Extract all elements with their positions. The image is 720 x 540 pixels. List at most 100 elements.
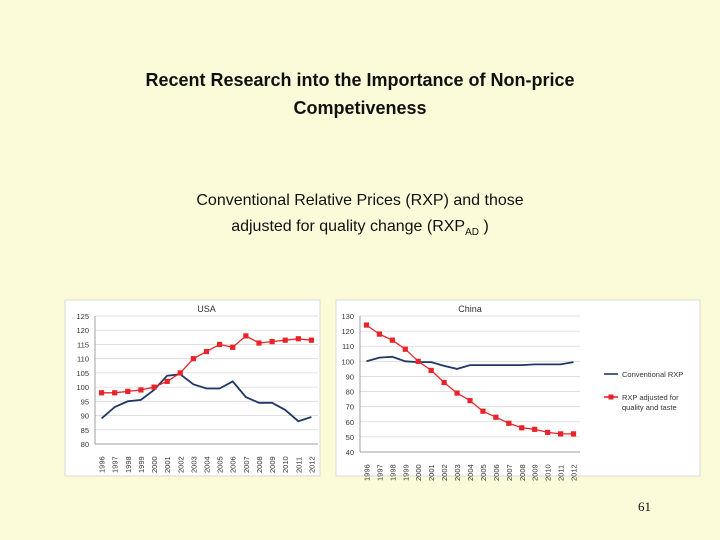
x-tick-label: 2011 [557, 465, 566, 481]
data-point [545, 429, 551, 435]
data-point [308, 337, 315, 343]
x-tick-label: 2002 [440, 464, 449, 481]
data-point [415, 358, 421, 364]
x-tick-label: 2003 [453, 464, 462, 481]
x-tick-label: 1997 [111, 456, 120, 473]
data-point [376, 331, 383, 337]
x-tick-label: 2006 [229, 456, 238, 473]
slide-title: Recent Research into the Importance of N… [60, 66, 660, 122]
x-tick-label: 1999 [137, 456, 146, 473]
y-tick-label: 50 [346, 433, 354, 442]
y-tick-label: 40 [346, 448, 354, 457]
data-point [570, 431, 577, 437]
y-tick-label: 120 [76, 326, 89, 335]
data-point [402, 346, 408, 352]
x-tick-label: 1996 [98, 456, 107, 473]
slide-title-line1: Recent Research into the Importance of N… [145, 70, 575, 90]
data-point [467, 398, 473, 404]
data-point [295, 336, 301, 342]
x-tick-label: 2006 [492, 464, 501, 481]
series-line-conventional [366, 355, 574, 370]
x-tick-label: 1998 [388, 464, 397, 481]
legend-label: quality and taste [622, 403, 677, 412]
slide-subtitle-line1: Conventional Relative Prices (RXP) and t… [196, 192, 524, 209]
x-tick-label: 2012 [307, 456, 316, 473]
subtitle-suffix: ) [479, 218, 489, 235]
subtitle-prefix: adjusted for quality change (RXP [231, 218, 466, 235]
legend-marker [608, 394, 614, 400]
x-tick-label: 2000 [414, 464, 423, 481]
x-tick-label: 2002 [176, 456, 185, 473]
y-tick-label: 110 [342, 342, 354, 351]
x-tick-label: 1997 [375, 464, 384, 481]
x-tick-label: 2003 [189, 456, 198, 473]
data-point [519, 425, 525, 431]
data-point [363, 322, 370, 328]
data-point [243, 333, 249, 339]
y-tick-label: 85 [81, 426, 89, 435]
legend-label: Conventional RXP [622, 370, 683, 379]
x-tick-label: 2004 [466, 464, 475, 481]
chart-frame [335, 299, 701, 477]
y-tick-label: 100 [76, 383, 89, 392]
x-tick-label: 2001 [427, 464, 436, 481]
series-line-conventional [101, 373, 312, 423]
data-point [190, 356, 196, 362]
data-point [230, 344, 236, 350]
x-tick-label: 2010 [281, 456, 290, 473]
x-tick-label: 2005 [216, 456, 225, 473]
chart-frame [64, 299, 321, 477]
data-point [217, 341, 223, 348]
x-tick-label: 2005 [479, 464, 488, 481]
chart-title: China [458, 304, 482, 314]
x-tick-label: 2004 [203, 456, 212, 473]
y-tick-label: 60 [346, 418, 354, 427]
x-tick-label: 1998 [124, 456, 133, 473]
chart-title: USA [197, 304, 216, 314]
y-tick-label: 125 [76, 312, 89, 321]
x-tick-label: 2000 [150, 456, 159, 473]
data-point [532, 426, 538, 432]
y-tick-label: 100 [341, 357, 354, 366]
y-tick-label: 90 [81, 412, 89, 421]
slide-subtitle-line2: adjusted for quality change (RXPAD ) [60, 214, 660, 246]
x-tick-label: 1999 [401, 464, 410, 481]
data-point [480, 408, 486, 414]
x-tick-label: 2011 [294, 457, 303, 473]
x-tick-label: 2009 [531, 464, 540, 481]
data-point [256, 340, 262, 346]
data-point [138, 387, 144, 393]
x-tick-label: 2008 [518, 464, 527, 481]
y-tick-label: 80 [346, 388, 354, 397]
x-tick-label: 1996 [362, 464, 371, 481]
y-tick-label: 130 [341, 312, 354, 321]
x-tick-label: 2008 [255, 456, 264, 473]
x-tick-label: 2001 [163, 456, 172, 473]
y-tick-label: 120 [341, 327, 354, 336]
data-point [112, 390, 118, 396]
chart-usa: 80 85 90 95 100 105 110 115 120 125 1996 1997 1998 19… [64, 299, 321, 477]
data-point [164, 378, 170, 385]
data-point [454, 390, 460, 396]
data-point [177, 370, 183, 376]
slide-subtitle: Conventional Relative Prices (RXP) and t… [60, 188, 660, 246]
data-point [441, 379, 447, 386]
y-tick-label: 95 [81, 397, 89, 406]
x-tick-label: 2012 [570, 464, 579, 481]
data-point [428, 367, 434, 373]
legend: Conventional RXP RXP adjusted forquality … [604, 370, 683, 412]
data-point [151, 384, 157, 390]
y-tick-label: 90 [346, 372, 354, 381]
x-tick-label: 2010 [544, 464, 553, 481]
data-point [125, 388, 131, 394]
data-point [282, 337, 288, 343]
data-point [269, 339, 275, 345]
data-point [203, 348, 210, 355]
x-tick-label: 2007 [242, 456, 251, 473]
y-tick-label: 115 [77, 340, 89, 349]
chart-china: 40 50 60 70 80 90 100 110 120 130 1996 1997 1998 1999… [335, 299, 701, 481]
y-tick-label: 105 [76, 369, 89, 378]
y-tick-label: 70 [346, 403, 354, 412]
legend-label: RXP adjusted for [622, 393, 679, 402]
